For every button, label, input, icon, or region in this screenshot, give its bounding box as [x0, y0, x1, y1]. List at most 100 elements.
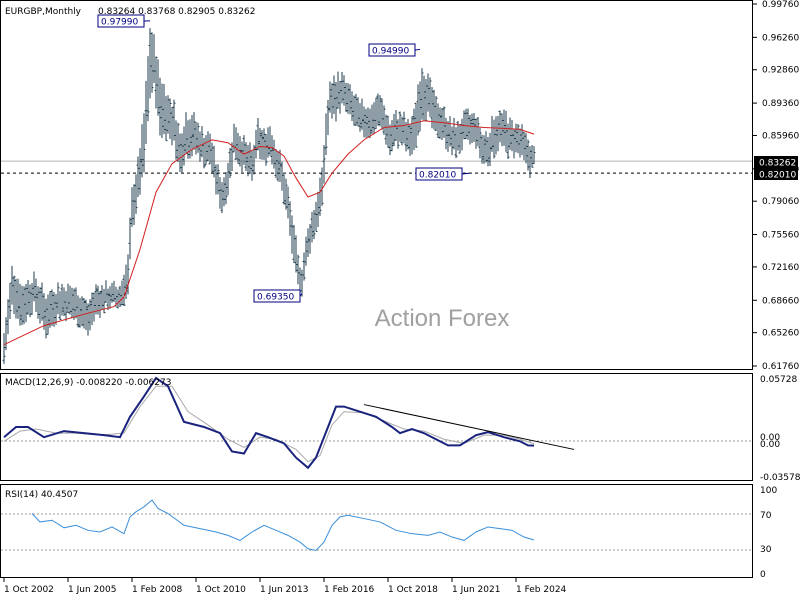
ohlc-bar [470, 113, 474, 144]
ohlc-bar [354, 93, 358, 127]
ohlc-bar [374, 97, 378, 130]
rsi-panel [0, 484, 753, 578]
macd-tick-label: -0.035783 [760, 473, 800, 483]
ohlc-bar [288, 201, 292, 236]
ohlc-bar [202, 137, 206, 169]
ohlc-bar [468, 114, 472, 145]
ohlc-bar [136, 156, 140, 197]
ohlc-bar [398, 111, 402, 142]
ohlc-bar [314, 201, 318, 232]
ohlc-bar [308, 223, 312, 254]
ohlc-bar [320, 167, 324, 206]
ohlc-bar [88, 299, 92, 331]
rsi-line [31, 499, 535, 552]
ohlc-bar [42, 293, 46, 330]
support-tag-bg [754, 168, 798, 180]
ohlc-bar [306, 228, 310, 257]
ohlc-bar [234, 127, 238, 160]
ohlc-bar [338, 80, 342, 114]
ohlc-bar [492, 119, 496, 159]
ohlc-bar [176, 122, 180, 163]
ohlc-bar [148, 28, 152, 99]
ohlc-bar [258, 127, 262, 160]
ohlc-bar [214, 164, 218, 195]
ohlc-bar [488, 132, 492, 166]
moving-average-line [3, 120, 535, 346]
time-tick-label: 1 Feb 2016 [324, 585, 375, 595]
ohlc-bar [458, 123, 462, 154]
current-price-tag-bg [754, 156, 798, 168]
ohlc-bar [128, 217, 132, 260]
ohlc-bar [366, 107, 370, 139]
price-panel-title: EURGBP,Monthly [5, 7, 82, 17]
ohlc-bar [8, 283, 12, 320]
time-tick-label: 1 Oct 2018 [388, 585, 438, 595]
price-tick-label: 0.75560 [762, 231, 799, 241]
ohlc-bar [110, 283, 114, 303]
ohlc-bar [494, 116, 498, 155]
time-tick-label: 1 Jun 2013 [260, 585, 308, 595]
ohlc-bar [12, 275, 16, 315]
ohlc-bar [418, 81, 422, 132]
ohlc-bar [226, 163, 230, 196]
ohlc-bar [450, 126, 454, 156]
ohlc-bar [478, 127, 482, 159]
time-tick-label: 1 Oct 2002 [4, 585, 54, 595]
ohlc-bar [98, 290, 102, 319]
ohlc-bar [372, 102, 376, 135]
ohlc-bar [184, 112, 188, 154]
ohlc-bar [318, 177, 322, 216]
ohlc-bar [74, 287, 78, 319]
ohlc-bar [262, 128, 266, 160]
ohlc-bar [30, 283, 34, 315]
ohlc-bar [434, 96, 438, 132]
watermark: Action Forex [375, 305, 510, 332]
macd-panel [0, 373, 753, 481]
ohlc-bar [260, 130, 264, 160]
ohlc-bar [514, 123, 518, 153]
ohlc-bar [46, 294, 50, 335]
ohlc-bar [302, 252, 306, 281]
ohlc-bar [312, 210, 316, 240]
ohlc-bar [274, 148, 278, 179]
ohlc-bar [266, 127, 270, 158]
ohlc-bars [2, 28, 536, 364]
ohlc-bar [426, 73, 430, 112]
annotation-label: 0.82010 [419, 171, 456, 181]
ohlc-bar [382, 105, 386, 135]
ohlc-bar [210, 142, 214, 175]
ohlc-bar [52, 291, 56, 327]
ohlc-bar [518, 128, 522, 158]
ohlc-bar [114, 286, 118, 307]
ohlc-bar [196, 122, 200, 153]
ohlc-bar [154, 56, 158, 109]
ohlc-bar [482, 135, 486, 164]
ohlc-bar [296, 254, 300, 285]
ohlc-bar [16, 278, 20, 319]
time-tick-label: 1 Jun 2021 [452, 585, 500, 595]
ohlc-bar [144, 80, 148, 145]
annotation-leader [414, 48, 421, 51]
time-tick-label: 1 Feb 2024 [516, 585, 567, 595]
ohlc-bar [66, 283, 70, 314]
ohlc-bar [120, 280, 124, 306]
ohlc-bar [380, 98, 384, 130]
ohlc-bar [300, 269, 304, 297]
macd-line [3, 376, 535, 470]
macd-trendline [363, 404, 575, 450]
price-tick-label: 0.89360 [762, 99, 799, 109]
ohlc-bar [198, 131, 202, 162]
rsi-tick-label: 30 [760, 545, 772, 555]
price-tick-label: 0.72160 [762, 263, 799, 273]
price-axis: 0.997600.962600.928600.893600.859600.824… [752, 0, 799, 372]
ohlc-bar [72, 288, 76, 320]
ohlc-bar [456, 120, 460, 151]
ohlc-bar [466, 108, 470, 140]
ohlc-bar [416, 84, 420, 136]
ohlc-bar [244, 142, 248, 171]
ohlc-bar [270, 135, 274, 165]
ohlc-bar [60, 283, 64, 316]
ohlc-bar [192, 112, 196, 150]
ohlc-bar [204, 135, 208, 166]
